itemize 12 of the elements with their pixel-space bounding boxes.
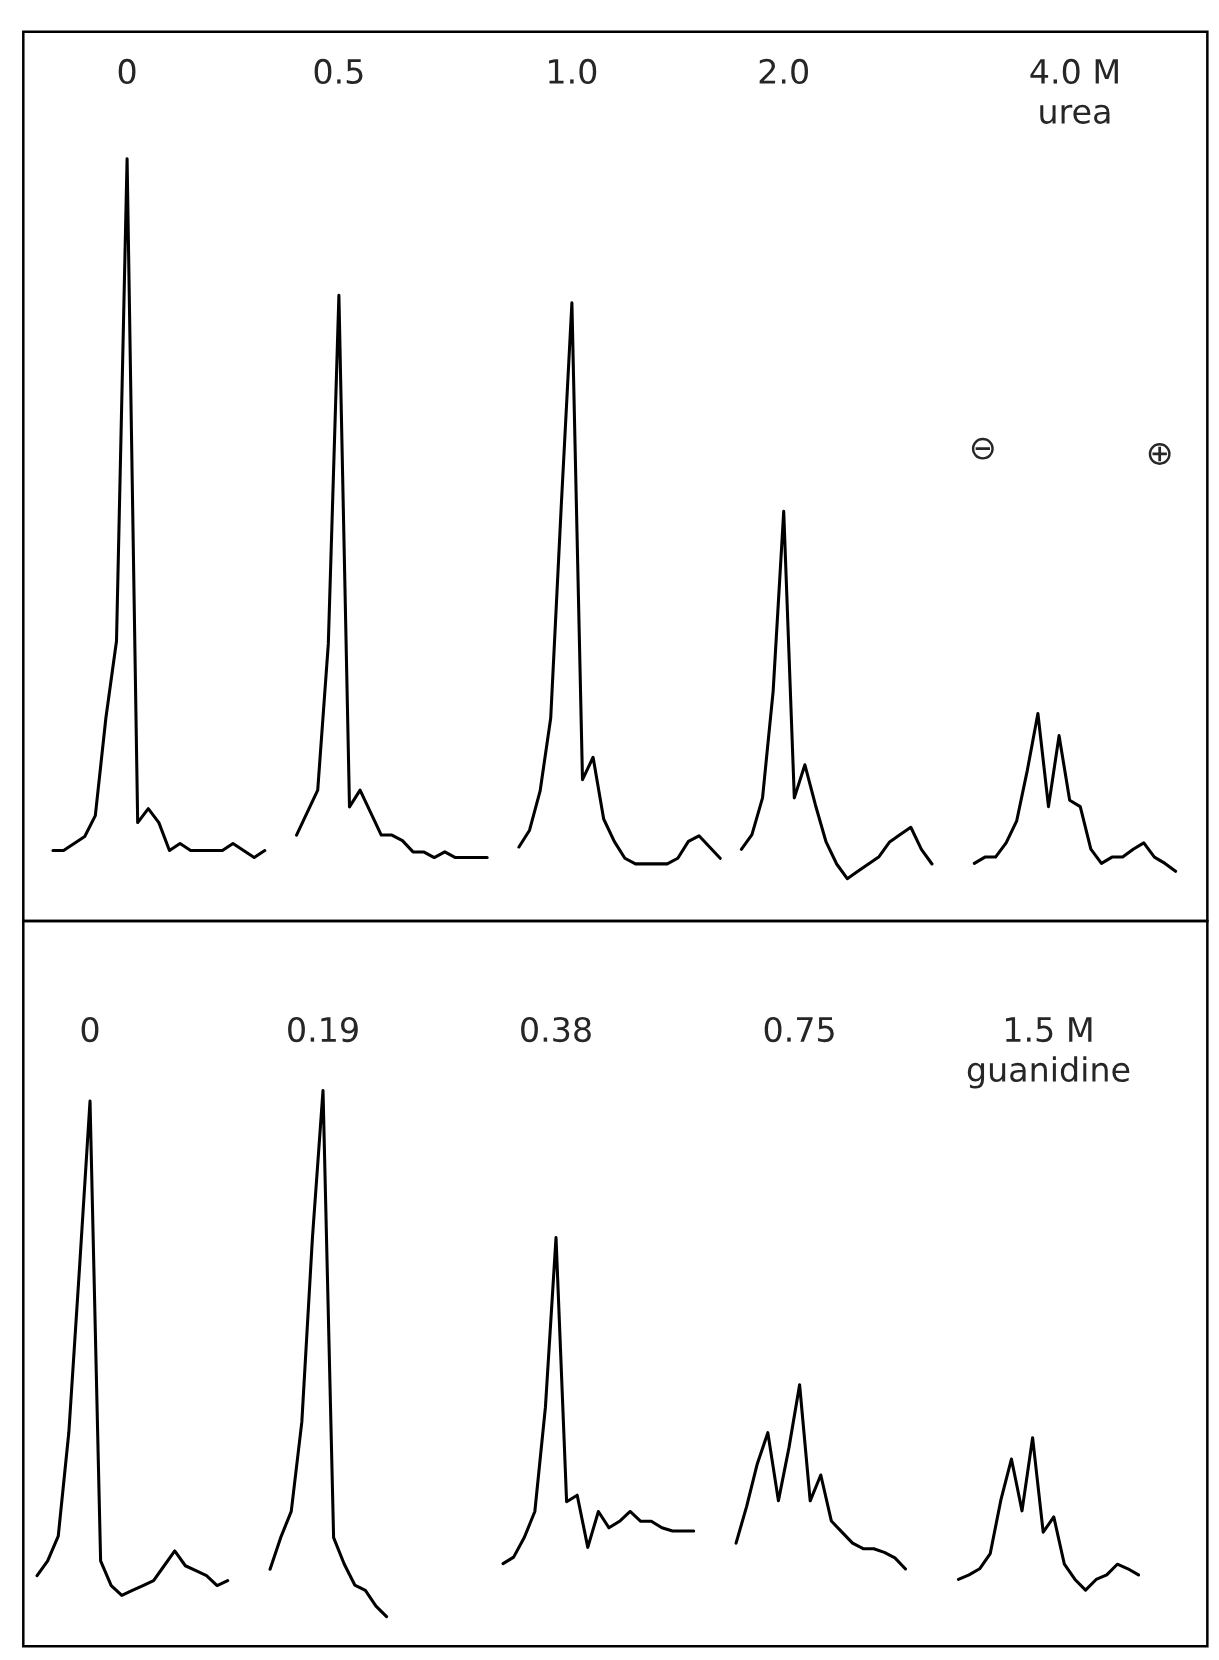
- text: ⊖: [971, 437, 994, 460]
- text: 1.5 M guanidine: [967, 1017, 1130, 1089]
- text: 4.0 M urea: [1030, 58, 1118, 124]
- text: 1.0: [549, 58, 597, 85]
- text: 0: [118, 58, 136, 85]
- text: 0.75: [764, 1016, 834, 1043]
- series-label: 0.19: [288, 1016, 358, 1043]
- text: 0.38: [521, 1016, 591, 1043]
- text: 2.0: [759, 58, 809, 85]
- text: 0.5: [314, 58, 363, 85]
- text: ⊕: [1148, 443, 1171, 465]
- series-label: 0: [81, 1016, 99, 1043]
